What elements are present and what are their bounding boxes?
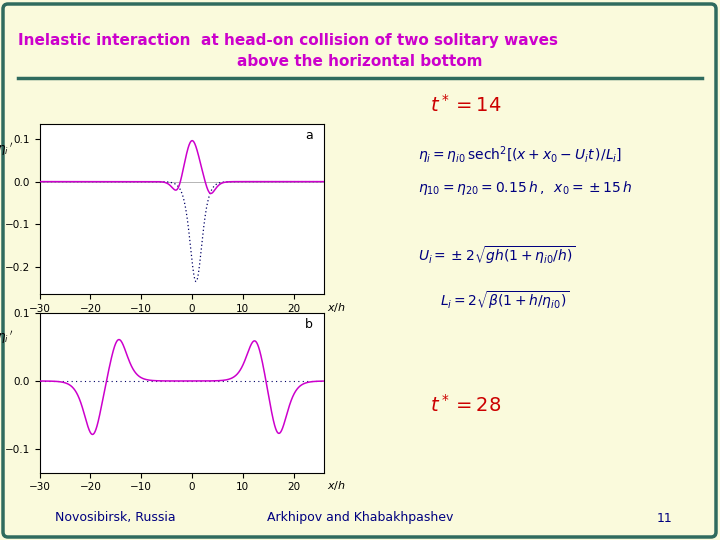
Text: $\mathit{t^* = 14}$: $\mathit{t^* = 14}$	[430, 94, 501, 116]
Text: $\eta_{10}=\eta_{20}=0.15\,h\,,\;\;x_0=\pm 15\,h$: $\eta_{10}=\eta_{20}=0.15\,h\,,\;\;x_0=\…	[418, 179, 633, 197]
Text: $\mathit{t^* = 28}$: $\mathit{t^* = 28}$	[430, 394, 501, 416]
Text: b: b	[305, 318, 312, 331]
Text: Inelastic interaction  at head-on collision of two solitary waves: Inelastic interaction at head-on collisi…	[18, 32, 558, 48]
Text: 11: 11	[657, 511, 673, 524]
Text: above the horizontal bottom: above the horizontal bottom	[238, 53, 482, 69]
Text: Arkhipov and Khabakhpashev: Arkhipov and Khabakhpashev	[267, 511, 453, 524]
Text: $\eta_i\,'$: $\eta_i\,'$	[0, 328, 14, 346]
Text: a: a	[305, 129, 312, 143]
Text: $\eta_i = \eta_{i0}\,\mathrm{sech}^2\left[(x+x_0-U_i t\,)/L_i\right]$: $\eta_i = \eta_{i0}\,\mathrm{sech}^2\lef…	[418, 144, 622, 166]
FancyBboxPatch shape	[3, 4, 716, 537]
Text: $x/h$: $x/h$	[327, 301, 346, 314]
Text: $L_i=2\sqrt{\beta\left(1+h/\eta_{i0}\right)}$: $L_i=2\sqrt{\beta\left(1+h/\eta_{i0}\rig…	[440, 289, 569, 311]
Text: Novosibirsk, Russia: Novosibirsk, Russia	[55, 511, 176, 524]
Text: $U_i=\pm 2\sqrt{gh\left(1+\eta_{i0}/h\right)}$: $U_i=\pm 2\sqrt{gh\left(1+\eta_{i0}/h\ri…	[418, 244, 575, 266]
Text: $x/h$: $x/h$	[327, 479, 346, 492]
Text: $\eta_i\,'$: $\eta_i\,'$	[0, 141, 14, 158]
